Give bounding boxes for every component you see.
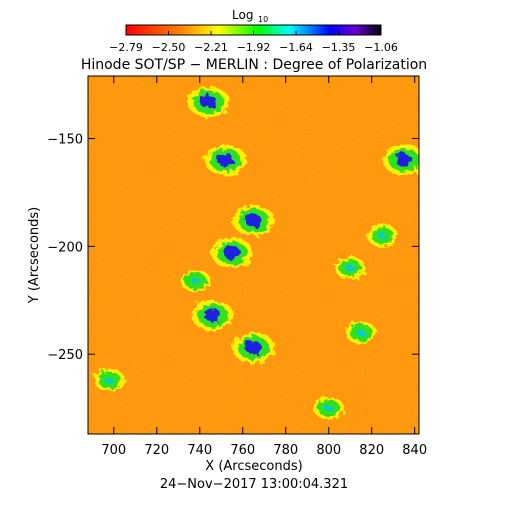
feature-core xyxy=(204,308,221,322)
heatmap-image xyxy=(88,76,419,434)
x-tick-label: 780 xyxy=(273,443,298,458)
feature-core xyxy=(324,405,333,412)
chart-title: Hinode SOT/SP − MERLIN : Degree of Polar… xyxy=(81,57,427,73)
y-axis-label: Y (Arcseconds) xyxy=(27,207,42,304)
feature-core xyxy=(191,277,200,284)
colorbar-ticks: −2.79 −2.50 −2.21 −1.92 −1.64 −1.35 −1.06 xyxy=(109,31,398,54)
colorbar-tick-label: −1.06 xyxy=(364,41,398,54)
x-tick-label: 840 xyxy=(402,443,427,458)
x-axis-label: X (Arcseconds) xyxy=(205,459,302,474)
colorbar: Log 10 −2.79 −2.50 −2.21 −1.92 −1.64 −1.35 −1.… xyxy=(109,8,398,54)
colorbar-tick-label: −2.79 xyxy=(109,41,143,54)
colorbar-tick-label: −1.35 xyxy=(322,41,356,54)
colorbar-title-subscript: 10 xyxy=(258,15,268,24)
feature-core xyxy=(245,213,262,227)
colorbar-tick-label: −2.21 xyxy=(194,41,228,54)
feature-core xyxy=(200,95,217,109)
x-tick-label: 820 xyxy=(359,443,384,458)
colorbar-tick-label: −1.64 xyxy=(279,41,313,54)
x-tick-label: 740 xyxy=(187,443,212,458)
colorbar-title: Log xyxy=(232,8,253,22)
feature-core xyxy=(245,341,262,355)
x-tick-label: 760 xyxy=(230,443,255,458)
y-tick-label: −150 xyxy=(47,133,83,148)
feature-core xyxy=(378,232,387,239)
y-tick-label: −250 xyxy=(47,348,83,363)
feature-core xyxy=(346,264,355,271)
polarization-features xyxy=(94,86,419,420)
feature-core xyxy=(105,377,114,384)
feature-core xyxy=(217,153,234,167)
plot-frame xyxy=(87,75,420,435)
x-tick-label: 800 xyxy=(316,443,341,458)
colorbar-tick-label: −2.50 xyxy=(152,41,186,54)
feature-core xyxy=(357,329,365,336)
y-tick-label: −200 xyxy=(47,240,83,255)
x-tick-label: 700 xyxy=(101,443,126,458)
timestamp: 24−Nov−2017 13:00:04.321 xyxy=(160,477,348,492)
feature-core xyxy=(395,153,413,167)
x-axis: 700 720 740 760 780 800 820 840 xyxy=(101,76,427,458)
y-axis: −150 −200 −250 xyxy=(47,133,419,363)
feature-core xyxy=(223,246,241,260)
x-tick-label: 720 xyxy=(144,443,169,458)
colorbar-tick-label: −1.92 xyxy=(237,41,271,54)
